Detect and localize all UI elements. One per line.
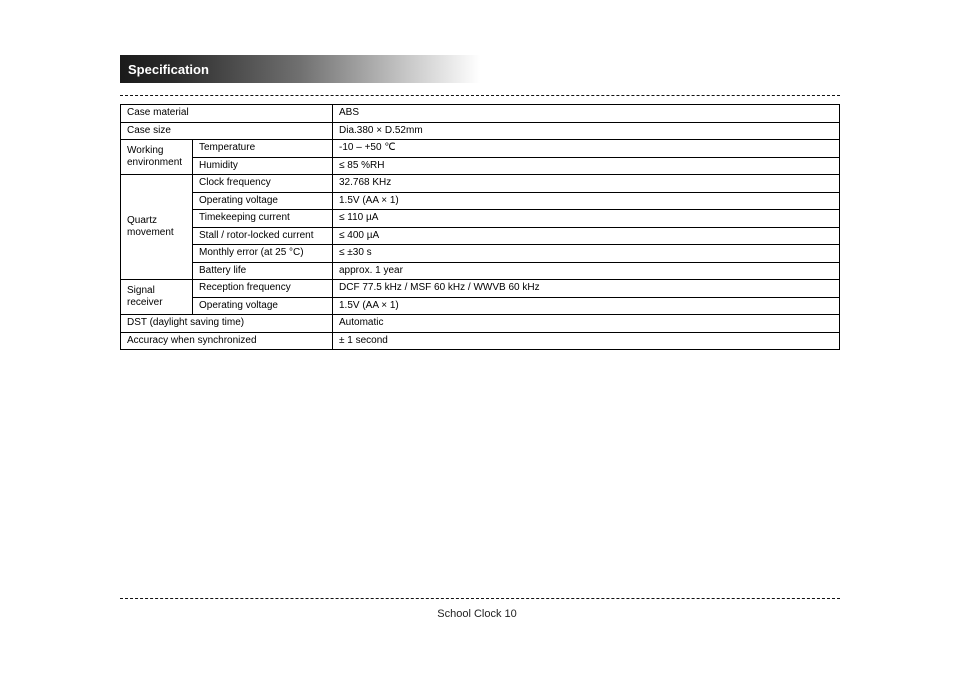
spec-group-label: Working environment — [121, 140, 193, 175]
spec-label: Case size — [121, 122, 333, 140]
table-row: Humidity ≤ 85 %RH — [121, 157, 840, 175]
section-header: Specification — [120, 55, 480, 83]
spec-label: Clock frequency — [193, 175, 333, 193]
spec-value: Automatic — [333, 315, 840, 333]
table-row: Monthly error (at 25 °C) ≤ ±30 s — [121, 245, 840, 263]
table-row: Timekeeping current ≤ 110 µA — [121, 210, 840, 228]
spec-value: ABS — [333, 105, 840, 123]
table-row: DST (daylight saving time) Automatic — [121, 315, 840, 333]
spec-value: ≤ 85 %RH — [333, 157, 840, 175]
spec-value: ≤ ±30 s — [333, 245, 840, 263]
spec-value: 1.5V (AA × 1) — [333, 297, 840, 315]
spec-label: Operating voltage — [193, 297, 333, 315]
table-row: Operating voltage 1.5V (AA × 1) — [121, 297, 840, 315]
rule-top — [120, 95, 840, 96]
table-row: Working environment Temperature -10 – +5… — [121, 140, 840, 158]
spec-group-label: Quartz movement — [121, 175, 193, 280]
spec-value: 1.5V (AA × 1) — [333, 192, 840, 210]
spec-value: -10 – +50 ℃ — [333, 140, 840, 158]
spec-value: ≤ 110 µA — [333, 210, 840, 228]
page-footer: School Clock 10 — [0, 608, 954, 620]
spec-label: Battery life — [193, 262, 333, 280]
table-row: Accuracy when synchronized ± 1 second — [121, 332, 840, 350]
spec-label: Case material — [121, 105, 333, 123]
spec-value: Dia.380 × D.52mm — [333, 122, 840, 140]
page-footer-text: School Clock 10 — [437, 608, 517, 620]
table-row: Case material ABS — [121, 105, 840, 123]
spec-value: ± 1 second — [333, 332, 840, 350]
spec-value: DCF 77.5 kHz / MSF 60 kHz / WWVB 60 kHz — [333, 280, 840, 298]
spec-group-label: Signal receiver — [121, 280, 193, 315]
table-row: Operating voltage 1.5V (AA × 1) — [121, 192, 840, 210]
spec-label: Stall / rotor-locked current — [193, 227, 333, 245]
spec-label: DST (daylight saving time) — [121, 315, 333, 333]
table-row: Signal receiver Reception frequency DCF … — [121, 280, 840, 298]
spec-label: Operating voltage — [193, 192, 333, 210]
table-row: Stall / rotor-locked current ≤ 400 µA — [121, 227, 840, 245]
spec-label: Reception frequency — [193, 280, 333, 298]
spec-label: Temperature — [193, 140, 333, 158]
table-row: Case size Dia.380 × D.52mm — [121, 122, 840, 140]
rule-bottom — [120, 598, 840, 599]
spec-value: 32.768 KHz — [333, 175, 840, 193]
spec-label: Timekeeping current — [193, 210, 333, 228]
spec-value: ≤ 400 µA — [333, 227, 840, 245]
table-row: Battery life approx. 1 year — [121, 262, 840, 280]
section-header-text: Specification — [128, 62, 209, 77]
spec-label: Accuracy when synchronized — [121, 332, 333, 350]
spec-value: approx. 1 year — [333, 262, 840, 280]
spec-label: Humidity — [193, 157, 333, 175]
table-row: Quartz movement Clock frequency 32.768 K… — [121, 175, 840, 193]
specification-table: Case material ABS Case size Dia.380 × D.… — [120, 104, 840, 350]
spec-label: Monthly error (at 25 °C) — [193, 245, 333, 263]
